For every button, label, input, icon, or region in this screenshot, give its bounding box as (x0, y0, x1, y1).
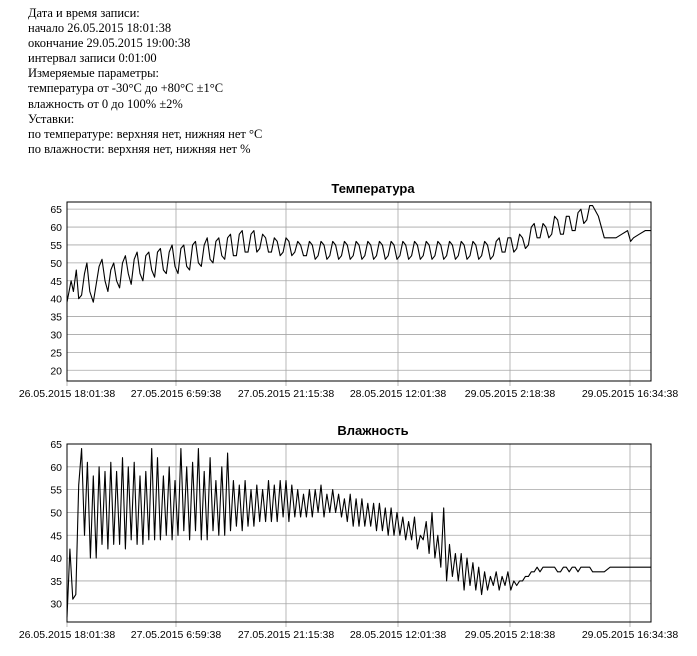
humidity-x-tick-label: 29.05.2015 16:34:38 (582, 629, 679, 641)
info-line-parameters: Измеряемые параметры: (28, 66, 160, 81)
humidity-y-tick-label: 55 (50, 485, 62, 497)
temperature-y-tick-label: 35 (50, 312, 62, 324)
humidity-y-tick-label: 60 (50, 462, 62, 474)
temperature-x-tick-label: 29.05.2015 16:34:38 (582, 388, 679, 400)
info-line-start: начало 26.05.2015 18:01:38 (28, 21, 172, 36)
humidity-chart-title: Влажность (337, 423, 408, 438)
humidity-plot-frame (66, 443, 652, 623)
info-line-interval: интервал записи 0:01:00 (28, 51, 157, 66)
temperature-y-tick-label: 55 (50, 240, 62, 252)
temperature-x-tick-label: 27.05.2015 21:15:38 (238, 388, 335, 400)
record-info-block: Дата и время записи: начало 26.05.2015 1… (28, 6, 262, 157)
temperature-x-tick-label: 27.05.2015 6:59:38 (131, 388, 222, 400)
humidity-x-tick-label: 26.05.2015 18:01:38 (19, 629, 116, 641)
info-line-recording-datetime: Дата и время записи: (28, 6, 140, 20)
temperature-x-tick-label: 29.05.2015 2:18:38 (465, 388, 556, 400)
info-line-humidity-setpoints: по влажности: верхняя нет, нижняя нет % (28, 141, 251, 156)
humidity-series-line (66, 448, 651, 618)
info-line-temperature-setpoints: по температуре: верхняя нет, нижняя нет … (28, 126, 263, 141)
temperature-chart: Температура 20 25 30 35 40 45 50 55 60 65 26.05.201… (19, 181, 679, 400)
temperature-y-tick-label: 40 (50, 294, 62, 306)
temperature-y-tick-label: 60 (50, 222, 62, 234)
temperature-y-tick-label: 30 (50, 329, 62, 341)
humidity-x-tick-label: 28.05.2015 12:01:38 (350, 629, 447, 641)
temperature-y-tick-label: 45 (50, 276, 62, 288)
temperature-y-tick-label: 50 (50, 258, 62, 270)
humidity-y-tick-label: 30 (50, 599, 62, 611)
temperature-x-tick-label: 26.05.2015 18:01:38 (19, 388, 116, 400)
temperature-series-line (66, 205, 651, 303)
info-line-end: окончание 29.05.2015 19:00:38 (28, 36, 191, 51)
humidity-x-tick-label: 27.05.2015 21:15:38 (238, 629, 335, 641)
humidity-y-tick-label: 50 (50, 507, 62, 519)
temperature-chart-title: Температура (331, 181, 415, 196)
temperature-plot-frame (66, 201, 652, 382)
info-line-humidity-range: влажность от 0 до 100% ±2% (28, 96, 183, 111)
info-line-temperature-range: температура от -30°С до +80°С ±1°С (28, 81, 224, 96)
humidity-y-tick-label: 40 (50, 553, 62, 565)
temperature-x-tick-label: 28.05.2015 12:01:38 (350, 388, 447, 400)
temperature-y-tick-label: 25 (50, 347, 62, 359)
humidity-chart: Влажность 30 35 40 45 50 55 60 65 26.05.2015 18:0… (19, 423, 679, 641)
temperature-y-tick-label: 20 (50, 365, 62, 377)
humidity-x-tick-label: 29.05.2015 2:18:38 (465, 629, 556, 641)
humidity-x-tick-label: 27.05.2015 6:59:38 (131, 629, 222, 641)
info-line-setpoints: Уставки: (28, 111, 75, 126)
humidity-y-tick-label: 45 (50, 530, 62, 542)
temperature-y-tick-label: 65 (50, 204, 62, 216)
humidity-y-tick-label: 65 (50, 439, 62, 451)
humidity-y-tick-label: 35 (50, 576, 62, 588)
